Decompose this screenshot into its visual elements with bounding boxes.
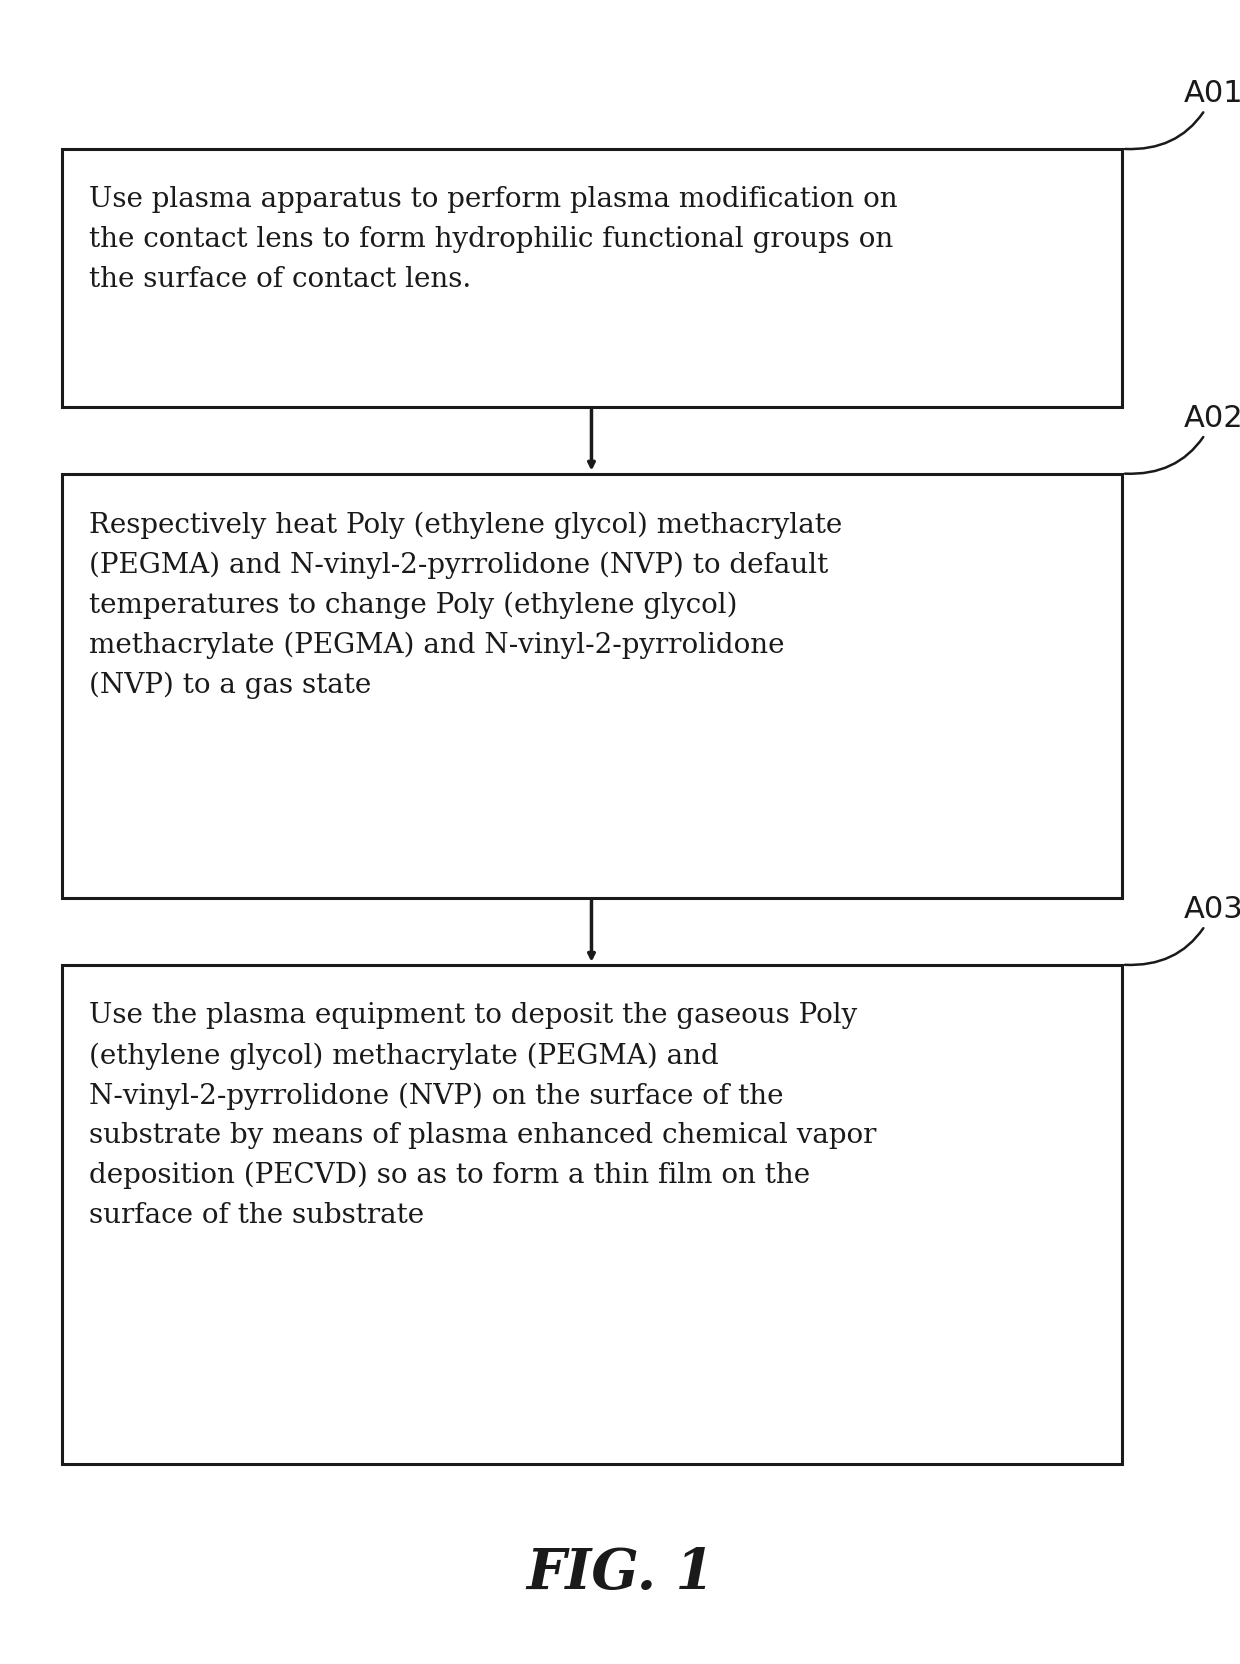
- FancyBboxPatch shape: [62, 474, 1122, 899]
- Text: Use plasma apparatus to perform plasma modification on
the contact lens to form : Use plasma apparatus to perform plasma m…: [89, 186, 898, 293]
- Text: A01: A01: [1125, 80, 1240, 150]
- FancyBboxPatch shape: [62, 965, 1122, 1464]
- Text: Use the plasma equipment to deposit the gaseous Poly
(ethylene glycol) methacryl: Use the plasma equipment to deposit the …: [89, 1002, 877, 1228]
- Text: Respectively heat Poly (ethylene glycol) methacrylate
(PEGMA) and N-vinyl-2-pyrr: Respectively heat Poly (ethylene glycol)…: [89, 511, 842, 699]
- Text: A03: A03: [1125, 895, 1240, 965]
- Text: A02: A02: [1125, 404, 1240, 474]
- Text: FIG. 1: FIG. 1: [526, 1544, 714, 1601]
- FancyBboxPatch shape: [62, 150, 1122, 408]
